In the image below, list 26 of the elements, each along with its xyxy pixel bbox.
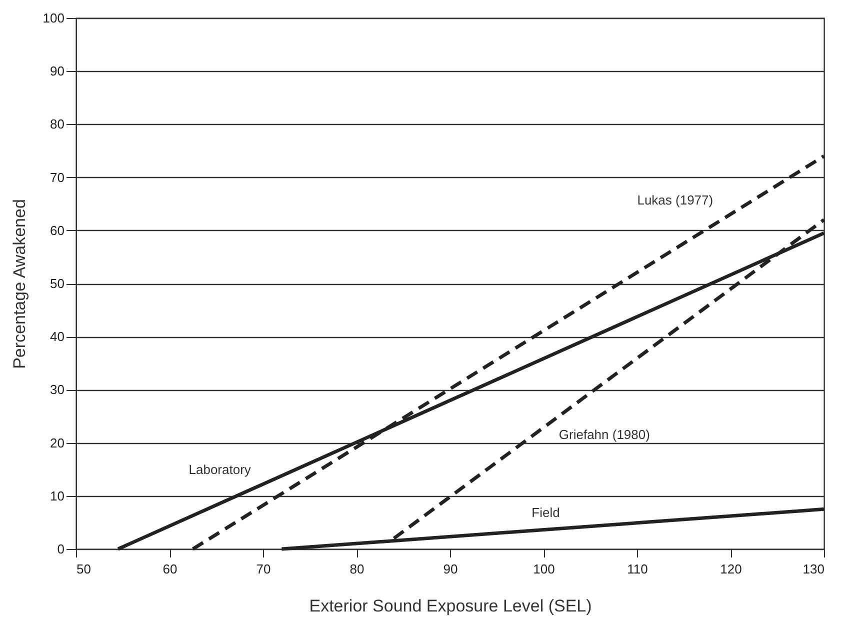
x-tick-label: 80 [350, 562, 364, 576]
y-tick-label: 30 [50, 382, 64, 398]
x-tick-label: 60 [162, 562, 178, 576]
series-label: Lukas (1977) [637, 192, 714, 208]
y-tick-label: 50 [50, 276, 64, 291]
x-axis-title: Exterior Sound Exposure Level (SEL) [309, 596, 592, 616]
y-tick-label: 40 [50, 329, 64, 344]
y-tick-label: 10 [50, 488, 64, 504]
x-tick-label: 90 [443, 562, 458, 576]
y-tick-label: 60 [50, 222, 64, 238]
x-tick-label: 100 [533, 562, 555, 576]
y-tick-label: 90 [50, 64, 64, 79]
x-tick-label: 120 [720, 562, 742, 576]
x-tick-label: 130 [802, 562, 824, 576]
x-tick-label: 50 [76, 562, 91, 576]
y-tick-label: 80 [50, 116, 64, 132]
series-label: Field [532, 505, 560, 520]
x-tick-label: 70 [256, 562, 271, 576]
series-label: Laboratory [188, 462, 252, 477]
series-label: Griefahn (1980) [558, 426, 650, 442]
y-tick-label: 70 [50, 170, 64, 185]
y-tick-label: 100 [42, 10, 64, 26]
y-axis-title: Percentage Awakened [10, 199, 29, 369]
y-tick-label: 20 [50, 435, 64, 450]
y-tick-label: 0 [57, 542, 64, 556]
x-tick-label: 110 [627, 562, 648, 576]
